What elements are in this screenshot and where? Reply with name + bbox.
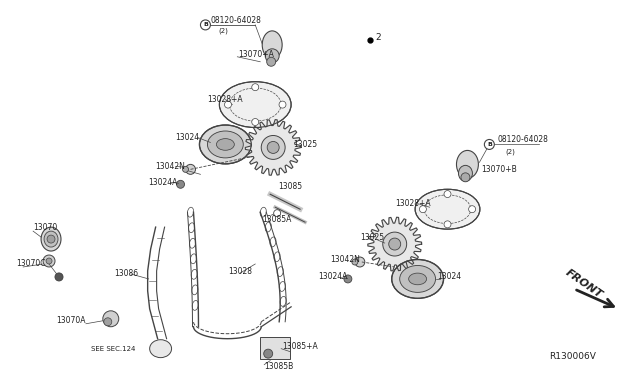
Text: FRONT: FRONT <box>564 267 605 300</box>
Circle shape <box>268 141 279 153</box>
Circle shape <box>186 164 195 174</box>
Circle shape <box>444 190 451 198</box>
Text: (2): (2) <box>218 28 228 34</box>
Circle shape <box>261 135 285 159</box>
Text: 13070+A: 13070+A <box>238 50 274 59</box>
Circle shape <box>252 119 259 125</box>
Circle shape <box>461 173 470 182</box>
Circle shape <box>177 180 184 188</box>
Text: 13070+B: 13070+B <box>481 165 517 174</box>
Circle shape <box>182 166 189 172</box>
Circle shape <box>344 275 352 283</box>
Circle shape <box>274 210 281 217</box>
Circle shape <box>419 206 426 213</box>
Ellipse shape <box>44 231 58 247</box>
Ellipse shape <box>415 189 480 229</box>
Text: 13028+A: 13028+A <box>395 199 430 208</box>
Circle shape <box>264 349 273 358</box>
Text: 13086: 13086 <box>114 269 138 279</box>
Circle shape <box>200 20 211 30</box>
Ellipse shape <box>392 260 444 298</box>
Text: 13085A: 13085A <box>262 215 292 224</box>
Text: 08120-64028: 08120-64028 <box>497 135 548 144</box>
Circle shape <box>267 57 276 66</box>
Circle shape <box>103 311 119 327</box>
Text: 13028+A: 13028+A <box>207 95 243 104</box>
Text: 13070A: 13070A <box>56 316 86 325</box>
Ellipse shape <box>220 82 291 128</box>
Text: 13024: 13024 <box>175 133 200 142</box>
Ellipse shape <box>409 273 427 285</box>
Text: R130006V: R130006V <box>549 352 596 361</box>
Circle shape <box>252 84 259 91</box>
Ellipse shape <box>265 49 279 63</box>
Text: 13085: 13085 <box>278 182 302 191</box>
Circle shape <box>352 259 358 265</box>
Text: B: B <box>487 142 492 147</box>
Text: 13025: 13025 <box>360 232 384 241</box>
Text: 13025: 13025 <box>293 140 317 149</box>
Circle shape <box>484 140 494 150</box>
Polygon shape <box>245 120 301 175</box>
Circle shape <box>225 101 232 108</box>
Circle shape <box>388 238 401 250</box>
Ellipse shape <box>150 340 172 357</box>
Text: 13042N: 13042N <box>330 254 360 263</box>
Ellipse shape <box>456 150 478 178</box>
Text: 08120-64028: 08120-64028 <box>211 16 261 25</box>
Circle shape <box>355 257 365 267</box>
Text: 13024A: 13024A <box>148 178 178 187</box>
Circle shape <box>43 255 55 267</box>
Circle shape <box>47 235 55 243</box>
Ellipse shape <box>200 125 252 164</box>
Circle shape <box>279 101 286 108</box>
Text: 13070: 13070 <box>33 222 58 232</box>
Text: 13070C: 13070C <box>16 260 45 269</box>
Ellipse shape <box>207 131 243 158</box>
Circle shape <box>468 206 476 213</box>
Text: 13085+A: 13085+A <box>282 342 318 351</box>
Text: (2): (2) <box>506 148 515 155</box>
Circle shape <box>383 232 406 256</box>
Circle shape <box>104 318 112 326</box>
Ellipse shape <box>458 166 472 181</box>
Ellipse shape <box>400 266 436 292</box>
Bar <box>260 337 290 359</box>
Ellipse shape <box>41 227 61 251</box>
Text: 2: 2 <box>376 33 381 42</box>
Ellipse shape <box>262 31 282 59</box>
Polygon shape <box>368 217 422 271</box>
Text: SEE SEC.124: SEE SEC.124 <box>91 346 135 352</box>
Text: 13024A: 13024A <box>318 272 348 282</box>
Circle shape <box>46 258 52 264</box>
Ellipse shape <box>216 139 234 150</box>
Text: B: B <box>203 22 208 28</box>
Text: 13028: 13028 <box>228 267 252 276</box>
Circle shape <box>444 221 451 228</box>
Text: 13024: 13024 <box>438 272 461 282</box>
Text: 13042N: 13042N <box>156 162 186 171</box>
Circle shape <box>55 273 63 281</box>
Text: 13085B: 13085B <box>264 362 294 371</box>
